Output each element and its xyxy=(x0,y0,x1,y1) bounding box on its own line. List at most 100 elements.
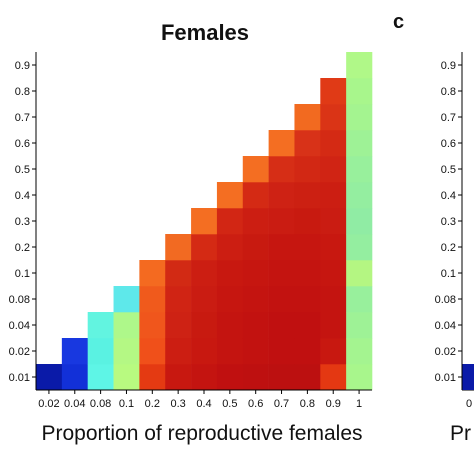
heatmap-cell xyxy=(320,104,347,131)
heatmap-cell xyxy=(320,286,347,313)
panel-label: c xyxy=(393,11,404,33)
heatmap-cell xyxy=(346,234,373,261)
heatmap-cell xyxy=(268,338,295,365)
heatmap-cell xyxy=(294,104,321,131)
x-axis-label: Proportion of reproductive females xyxy=(42,422,363,445)
x-tick-label: 0.9 xyxy=(326,398,341,410)
right-y-tick-label: 0.8 xyxy=(441,86,456,98)
heatmap-cell xyxy=(242,182,269,209)
heatmap-cell xyxy=(294,234,321,261)
heatmap-cell xyxy=(346,78,373,105)
heatmap-cell xyxy=(346,156,373,183)
heatmap-cell xyxy=(320,182,347,209)
y-tick-label: 0.5 xyxy=(15,164,30,176)
heatmap-cell xyxy=(87,338,114,365)
heatmap-cell xyxy=(165,234,192,261)
x-tick-label: 0.3 xyxy=(171,398,186,410)
y-tick-label: 0.04 xyxy=(9,320,30,332)
heatmap-cell xyxy=(268,234,295,261)
heatmap-cell xyxy=(139,286,166,313)
heatmap-cell xyxy=(242,234,269,261)
heatmap-cell xyxy=(294,260,321,287)
y-tick-label: 0.08 xyxy=(9,294,30,306)
y-tick-label: 0.6 xyxy=(15,138,30,150)
chart-title: Females xyxy=(161,20,249,45)
x-tick-label: 0.7 xyxy=(274,398,289,410)
y-tick-label: 0.01 xyxy=(9,372,30,384)
heatmap-cell xyxy=(242,156,269,183)
y-tick-label: 0.02 xyxy=(9,346,30,358)
heatmap-cell xyxy=(346,338,373,365)
heatmap-cell xyxy=(139,312,166,339)
heatmap-cell xyxy=(294,364,321,391)
heatmap-cell xyxy=(61,338,88,365)
heatmap-cell xyxy=(242,338,269,365)
heatmap-cell xyxy=(320,130,347,157)
heatmap-cell xyxy=(294,338,321,365)
heatmap-cell xyxy=(320,208,347,235)
heatmap-cell xyxy=(294,208,321,235)
heatmap-cell xyxy=(191,234,218,261)
heatmap-cell xyxy=(346,260,373,287)
heatmap-cell xyxy=(191,338,218,365)
heatmap-cell xyxy=(346,312,373,339)
heatmap-cell xyxy=(320,260,347,287)
heatmap-cell xyxy=(139,364,166,391)
heatmap-cell xyxy=(216,312,244,339)
y-tick-label: 0.8 xyxy=(15,86,30,98)
x-tick-labels: 0.02 0.04 0.08 0.1 0.2 0.3 0.4 0.5 0.6 0.7 0.8 0.9 1 xyxy=(38,398,362,410)
heatmap-cell xyxy=(165,286,192,313)
right-y-tick-label: 0.2 xyxy=(441,242,456,254)
heatmap-cell xyxy=(268,130,295,157)
heatmap-cell xyxy=(113,286,140,313)
x-tick-label: 0.08 xyxy=(90,398,111,410)
x-tick-label: 0.02 xyxy=(38,398,59,410)
heatmap-cell xyxy=(242,286,269,313)
x-tick-label: 0.04 xyxy=(64,398,85,410)
heatmap-cell xyxy=(268,286,295,313)
heatmap-cell xyxy=(139,338,166,365)
heatmap-cell xyxy=(268,260,295,287)
heatmap-cell xyxy=(268,208,295,235)
heatmap-cell xyxy=(165,312,192,339)
heatmap-cell xyxy=(268,364,295,391)
right-y-tick-label: 0.7 xyxy=(441,112,456,124)
heatmap-cell xyxy=(191,208,218,235)
heatmap-cell xyxy=(268,312,295,339)
y-tick-label: 0.9 xyxy=(15,60,30,72)
x-tick-label: 0.1 xyxy=(119,398,134,410)
heatmap-cell xyxy=(139,260,166,287)
heatmap-cell xyxy=(216,286,244,313)
heatmap-cell xyxy=(320,338,347,365)
heatmap-cell xyxy=(216,364,244,391)
y-tick-label: 0.7 xyxy=(15,112,30,124)
heatmap-cell xyxy=(87,312,114,339)
heatmap-cell xyxy=(113,338,140,365)
right-y-tick-label: 0.01 xyxy=(435,372,456,384)
heatmap-cell xyxy=(61,364,88,391)
y-tick-label: 0.2 xyxy=(15,242,30,254)
right-panel-partial: 0.01 0.02 0.04 0.08 0.1 0.2 0.3 0.4 0.5 0.6 0.7 0.8… xyxy=(435,52,474,445)
heatmap-cell xyxy=(294,130,321,157)
heatmap-cell xyxy=(216,234,244,261)
right-heatmap-cell xyxy=(462,364,474,390)
heatmap-cell xyxy=(165,260,192,287)
right-y-tick-label: 0.6 xyxy=(441,138,456,150)
right-y-tick-label: 0.4 xyxy=(441,190,456,202)
heatmap-cell xyxy=(165,338,192,365)
right-y-tick-label: 0.02 xyxy=(435,346,456,358)
right-y-tick-label: 0.5 xyxy=(441,164,456,176)
right-y-tick-label: 0.1 xyxy=(441,268,456,280)
heatmap-cell xyxy=(216,338,244,365)
heatmap-cell xyxy=(242,364,269,391)
heatmap-cell xyxy=(113,364,140,391)
heatmap-cell xyxy=(346,104,373,131)
right-x-tick-label: 0 xyxy=(466,398,472,410)
heatmap-cell xyxy=(320,364,347,391)
heatmap-cell xyxy=(346,364,373,391)
heatmap-cell xyxy=(346,52,373,79)
heatmap-cell xyxy=(216,208,244,235)
y-tick-labels: 0.01 0.02 0.04 0.08 0.1 0.2 0.3 0.4 0.5 0.6 0.7 0.8… xyxy=(9,60,30,384)
heatmap-cell xyxy=(294,156,321,183)
heatmap-cell xyxy=(346,130,373,157)
